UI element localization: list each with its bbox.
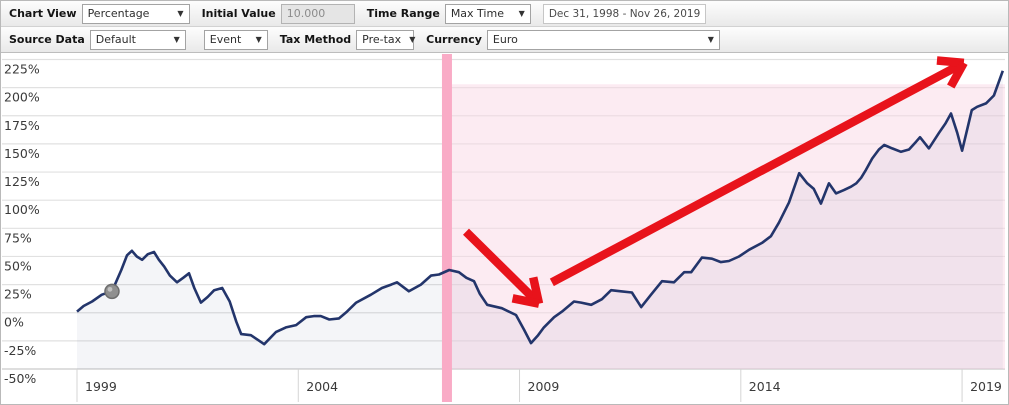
annotation-arrow-stroke: [549, 61, 963, 287]
chart-toolbar: Chart View Percentage ▼ Initial Value 10…: [1, 1, 1008, 53]
annotation-arrow: [463, 228, 544, 308]
toolbar-row-2: Source Data Default ▼ Event ▼ Tax Method…: [1, 27, 1008, 53]
tax-method-selected: Pre-tax: [362, 33, 402, 46]
event-dot-marker[interactable]: [104, 283, 120, 300]
time-range-select[interactable]: Max Time ▼: [444, 3, 531, 24]
x-axis-label: 1999: [85, 379, 117, 394]
x-axis-label: 2019: [970, 379, 1002, 394]
date-range-input[interactable]: Dec 31, 1998 - Nov 26, 2019: [542, 3, 707, 24]
chart-view-select[interactable]: Percentage ▼: [81, 3, 190, 24]
chart-canvas[interactable]: 1999 2004 2009 2014 2019 225% 200% 175% 150% 125%…: [1, 53, 1008, 404]
chevron-down-icon: ▼: [173, 35, 180, 44]
performance-area-fill: [77, 70, 1003, 370]
y-axis-label: 125%: [4, 174, 40, 189]
y-axis-label: 25%: [4, 287, 32, 302]
chevron-down-icon: ▼: [409, 35, 416, 44]
time-range-selected: Max Time: [450, 7, 504, 20]
y-axis-label: 150%: [4, 146, 40, 161]
annotation-arrow-stroke: [511, 294, 540, 308]
y-axis-label: 50%: [4, 258, 32, 273]
annotation-arrow: [549, 56, 968, 287]
source-data-selected: Default: [95, 33, 136, 46]
tax-method-select[interactable]: Pre-tax ▼: [356, 29, 416, 50]
tax-method-label: Tax Method: [279, 33, 352, 46]
performance-line: [76, 70, 1005, 346]
chevron-down-icon: ▼: [518, 9, 525, 18]
source-data-select[interactable]: Default ▼: [89, 29, 186, 50]
x-axis-label: 2009: [528, 379, 560, 394]
y-axis-label: 75%: [4, 230, 32, 245]
toolbar-row-1: Chart View Percentage ▼ Initial Value 10…: [1, 1, 1008, 27]
y-axis-label: 175%: [4, 118, 40, 133]
currency-select[interactable]: Euro ▼: [486, 29, 720, 50]
y-axis-label: 225%: [4, 62, 40, 77]
x-axis-label: 2014: [749, 379, 781, 394]
chevron-down-icon: ▼: [177, 9, 184, 18]
x-axis-label: 2004: [306, 379, 338, 394]
event-marker-band: [441, 54, 452, 402]
y-axis-label: -50%: [4, 371, 36, 386]
event-selected: Event: [209, 33, 242, 46]
performance-chart[interactable]: 1999 2004 2009 2014 2019 225% 200% 175% 150% 125%…: [1, 53, 1008, 404]
chevron-down-icon: ▼: [707, 35, 714, 44]
post-event-region: [451, 84, 1006, 369]
chart-view-label: Chart View: [9, 7, 77, 20]
y-axis-label: -25%: [4, 343, 36, 358]
initial-value-label: Initial Value: [201, 7, 276, 20]
annotation-arrow-stroke: [463, 228, 540, 304]
dot-highlight: [107, 286, 113, 292]
source-data-label: Source Data: [9, 33, 85, 46]
currency-label: Currency: [426, 33, 482, 46]
y-axis-label: 0%: [4, 315, 24, 330]
y-axis-label: 100%: [4, 202, 40, 217]
y-axis-label: 200%: [4, 90, 40, 105]
chart-view-selected: Percentage: [87, 7, 150, 20]
annotation-arrow-stroke: [947, 60, 968, 89]
event-select[interactable]: Event ▼: [203, 29, 268, 50]
time-range-label: Time Range: [366, 7, 440, 20]
initial-value-input[interactable]: 10.000: [280, 3, 355, 24]
currency-selected: Euro: [492, 33, 518, 46]
chevron-down-icon: ▼: [255, 35, 262, 44]
